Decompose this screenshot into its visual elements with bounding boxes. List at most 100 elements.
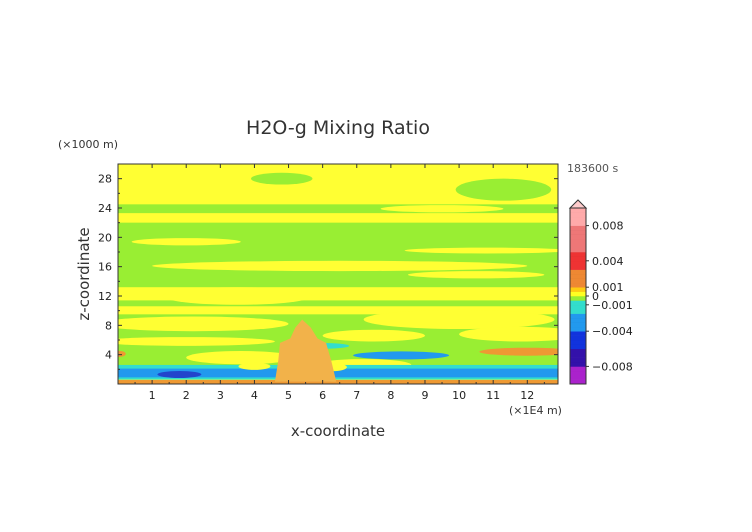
blue-layer bbox=[118, 368, 558, 378]
colorbar-arrow bbox=[568, 199, 588, 209]
colorbar-segment bbox=[570, 230, 586, 235]
y-axis: 4 8 12 16 20 24 28 bbox=[98, 173, 558, 370]
x-tick-label: 1 bbox=[149, 389, 156, 402]
colorbar-tick-label: 0 bbox=[592, 290, 599, 303]
colorbar-tick-label: −0.001 bbox=[592, 299, 633, 312]
colorbar-segment bbox=[570, 313, 586, 319]
blue-lens-mid bbox=[353, 351, 450, 360]
x-axis-label: x-coordinate bbox=[291, 422, 385, 440]
colorbar-segment bbox=[570, 278, 586, 284]
x-tick-label: 11 bbox=[486, 389, 500, 402]
colorbar-segment bbox=[570, 256, 586, 262]
colorbar-segment bbox=[570, 260, 586, 266]
yellow-gap-low bbox=[238, 362, 271, 370]
colorbar-segment bbox=[570, 247, 586, 253]
orange-edge-left bbox=[118, 350, 126, 357]
chart-title: H2O-g Mixing Ratio bbox=[246, 117, 430, 139]
colorbar-segment bbox=[570, 309, 586, 314]
colorbar-segment bbox=[570, 344, 586, 350]
colorbar-segment bbox=[570, 379, 586, 385]
colorbar-segment bbox=[570, 234, 586, 240]
colorbar-tick-label: −0.004 bbox=[592, 325, 633, 338]
colorbar-segment bbox=[570, 212, 586, 218]
gap-18km-right bbox=[404, 247, 558, 254]
lens-top-right bbox=[455, 178, 552, 201]
colorbar-segment bbox=[570, 375, 586, 380]
y-tick-label: 28 bbox=[98, 173, 112, 186]
y-unit-label: (×1000 m) bbox=[58, 138, 118, 151]
colorbar-tick-label: 0.008 bbox=[592, 220, 624, 233]
colorbar-segment bbox=[570, 287, 586, 292]
gap-19km-left bbox=[131, 238, 241, 246]
gap-24km-right bbox=[380, 205, 504, 213]
y-tick-label: 16 bbox=[98, 261, 112, 274]
plume-halo bbox=[274, 319, 337, 382]
time-label: 183600 s bbox=[567, 162, 618, 175]
y-tick-label: 4 bbox=[105, 349, 112, 362]
colorbar-segment bbox=[570, 331, 586, 336]
colorbar-segment bbox=[570, 340, 586, 345]
colorbar-segment bbox=[570, 335, 586, 341]
colorbar-segment bbox=[570, 318, 586, 323]
colorbar-segment bbox=[570, 291, 586, 297]
colorbar-segment bbox=[570, 296, 586, 301]
y-tick-label: 20 bbox=[98, 231, 112, 244]
colorbar-segment bbox=[570, 370, 586, 376]
colorbar-segment bbox=[570, 300, 586, 306]
colorbar-segment bbox=[570, 362, 586, 367]
x-axis: 1 2 3 4 5 6 7 8 9 10 11 12 bbox=[134, 164, 545, 402]
lens-top-left bbox=[251, 172, 313, 185]
gap-16km bbox=[152, 260, 528, 272]
colorbar-tick-label: −0.008 bbox=[592, 360, 633, 373]
colorbar-segment bbox=[570, 322, 586, 328]
gap-7km-right bbox=[459, 326, 558, 342]
colorbar-segment bbox=[570, 326, 586, 332]
x-tick-label: 8 bbox=[387, 389, 394, 402]
colorbar-segment bbox=[570, 221, 586, 226]
x-tick-label: 4 bbox=[251, 389, 258, 402]
colorbar-segment bbox=[570, 252, 586, 257]
gap-7km-mid bbox=[322, 329, 425, 342]
x-unit-label: (×1E4 m) bbox=[509, 404, 562, 417]
x-tick-label: 2 bbox=[183, 389, 190, 402]
contour-field bbox=[118, 164, 558, 384]
dark-blue-pocket bbox=[157, 370, 202, 378]
x-tick-label: 12 bbox=[520, 389, 534, 402]
colorbar-segment bbox=[570, 216, 586, 222]
colorbar-segment bbox=[570, 274, 586, 279]
colorbar-segment bbox=[570, 243, 586, 248]
colorbar-segment bbox=[570, 208, 586, 213]
x-tick-label: 7 bbox=[353, 389, 360, 402]
gap-6km-left bbox=[118, 337, 275, 346]
x-tick-label: 3 bbox=[217, 389, 224, 402]
colorbar-segment bbox=[570, 269, 586, 275]
gap-12km-left bbox=[162, 287, 313, 305]
gap-8km-left bbox=[118, 316, 289, 332]
colorbar-segment bbox=[570, 225, 586, 231]
gap-4km-left bbox=[186, 351, 296, 365]
band-24km bbox=[118, 204, 558, 214]
colorbar-segment bbox=[570, 304, 586, 310]
y-axis-label: z-coordinate bbox=[75, 227, 93, 320]
colorbar-segment bbox=[570, 238, 586, 244]
x-tick-label: 5 bbox=[285, 389, 292, 402]
gap-15km bbox=[407, 271, 545, 279]
colorbar-segment bbox=[570, 357, 586, 363]
colorbar-segment bbox=[570, 348, 586, 354]
colorbar-segment bbox=[570, 353, 586, 358]
colorbar-segment bbox=[570, 282, 586, 288]
band-11km bbox=[118, 300, 558, 307]
colorbar-tick-label: 0.004 bbox=[592, 255, 624, 268]
y-tick-label: 24 bbox=[98, 202, 112, 215]
colorbar-segment bbox=[570, 265, 586, 270]
orange-ground-layer bbox=[118, 379, 558, 384]
x-tick-label: 9 bbox=[421, 389, 428, 402]
x-tick-label: 6 bbox=[319, 389, 326, 402]
colorbar-tick-label: 0.001 bbox=[592, 281, 624, 294]
gap-9km-right bbox=[363, 309, 555, 329]
orange-lens-right bbox=[479, 347, 558, 356]
y-tick-label: 8 bbox=[105, 319, 112, 332]
colorbar-segment bbox=[570, 366, 586, 372]
